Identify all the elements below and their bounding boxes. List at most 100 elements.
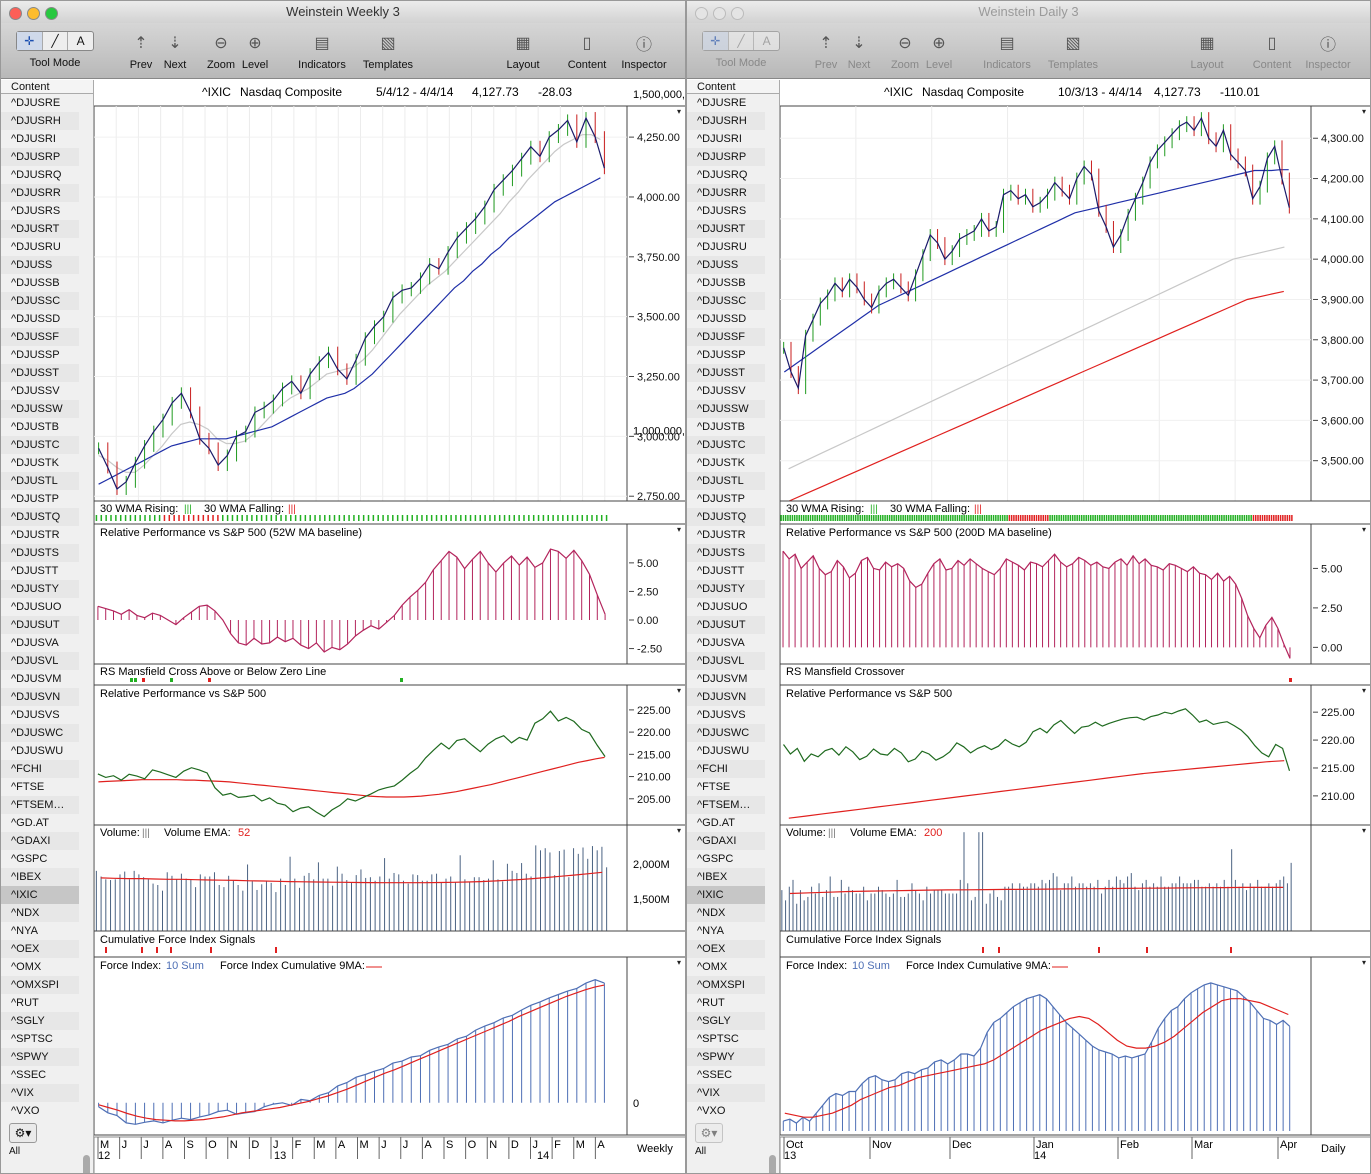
list-item[interactable]: ^DJUSTL <box>687 472 765 490</box>
list-item[interactable]: ^OEX <box>1 940 79 958</box>
content-button[interactable]: ▯ Content <box>561 31 613 71</box>
layout-button[interactable]: ▦ Layout <box>497 31 549 71</box>
list-item[interactable]: ^DJUSUT <box>1 616 79 634</box>
list-item[interactable]: ^DJUSVL <box>1 652 79 670</box>
list-item[interactable]: ^DJUSVA <box>11 637 59 649</box>
list-item[interactable]: ^DJUSTR <box>11 529 60 541</box>
minimize-button[interactable] <box>27 7 40 20</box>
list-item[interactable]: ^DJUSRS <box>11 205 61 217</box>
list-item[interactable]: ^OMXSPI <box>1 976 79 994</box>
list-item[interactable]: ^NYA <box>11 925 38 937</box>
list-item[interactable]: ^DJUSTY <box>1 580 79 598</box>
text-tool-icon[interactable]: A <box>762 34 771 48</box>
line-draw-icon[interactable]: ╱ <box>729 32 755 50</box>
list-item[interactable]: ^DJUSRH <box>687 112 765 130</box>
list-item[interactable]: ^DJUSVN <box>687 688 765 706</box>
list-item[interactable]: ^DJUSSV <box>11 385 60 397</box>
list-item[interactable]: ^SGLY <box>1 1012 79 1030</box>
title-bar[interactable]: Weinstein Weekly 3 <box>1 1 685 23</box>
tool-mode-control[interactable]: ✛ ╱ A Tool Mode <box>15 31 95 69</box>
list-item[interactable]: ^OMXSPI <box>687 976 765 994</box>
list-item[interactable]: ^DJUSUO <box>697 601 748 613</box>
list-item[interactable]: ^GD.AT <box>697 817 735 829</box>
zoom-button[interactable] <box>45 7 58 20</box>
list-item[interactable]: ^OMX <box>697 961 728 973</box>
list-item[interactable]: ^DJUSVN <box>1 688 79 706</box>
next-button[interactable]: ⇣ Next <box>153 31 197 71</box>
list-item[interactable]: ^FTSEM… <box>687 796 765 814</box>
list-item[interactable]: ^SPTSC <box>697 1033 739 1045</box>
list-item[interactable]: ^DJUSS <box>687 256 765 274</box>
list-item[interactable]: ^OMX <box>11 961 42 973</box>
list-item[interactable]: ^DJUSWU <box>11 745 64 757</box>
list-item[interactable]: ^DJUSRI <box>11 133 56 145</box>
inspector-button[interactable]: ⓘ Inspector <box>1300 31 1356 71</box>
list-item[interactable]: ^DJUSTT <box>697 565 745 577</box>
list-item[interactable]: ^DJUSRU <box>11 241 61 253</box>
title-bar[interactable]: Weinstein Daily 3 <box>687 1 1370 23</box>
close-button[interactable] <box>9 7 22 20</box>
list-item[interactable]: ^GDAXI <box>687 832 765 850</box>
next-button[interactable]: ⇣ Next <box>837 31 881 71</box>
list-item[interactable]: ^DJUSST <box>687 364 765 382</box>
line-draw-icon[interactable]: ╱ <box>43 32 69 50</box>
list-item[interactable]: ^DJUSSC <box>1 292 79 310</box>
weekly-chart-svg[interactable]: ^IXIC Nasdaq Composite 5/4/12 - 4/4/14 4,12… <box>93 80 686 1174</box>
close-button[interactable] <box>695 7 708 20</box>
list-item[interactable]: ^DJUSVS <box>697 709 746 721</box>
layout-button[interactable]: ▦ Layout <box>1181 31 1233 71</box>
list-item[interactable]: ^NYA <box>697 925 724 937</box>
crosshair-icon[interactable]: ✛ <box>703 32 729 50</box>
list-item[interactable]: ^DJUSVS <box>11 709 60 721</box>
templates-button[interactable]: ▧ Templates <box>355 31 421 71</box>
list-item[interactable]: ^DJUSTK <box>697 457 745 469</box>
list-item[interactable]: ^DJUSRI <box>697 133 742 145</box>
level-button[interactable]: ⊕ Level <box>917 31 961 71</box>
list-item[interactable]: ^VIX <box>1 1084 79 1102</box>
list-item[interactable]: ^SGLY <box>687 1012 765 1030</box>
list-item[interactable]: ^DJUSVM <box>11 673 62 685</box>
list-item[interactable]: ^DJUSTB <box>11 421 59 433</box>
list-item[interactable]: ^DJUSTR <box>697 529 746 541</box>
crosshair-icon[interactable]: ✛ <box>17 32 43 50</box>
list-item[interactable]: ^FTSE <box>11 781 45 793</box>
list-item[interactable]: ^VXO <box>697 1105 726 1117</box>
list-item[interactable]: ^OEX <box>687 940 765 958</box>
list-item[interactable]: ^DJUSTP <box>697 493 745 505</box>
list-item[interactable]: ^DJUSTC <box>687 436 765 454</box>
gear-menu-button[interactable]: ⚙▾ <box>9 1123 37 1143</box>
templates-button[interactable]: ▧ Templates <box>1040 31 1106 71</box>
list-item[interactable]: ^DJUSRH <box>1 112 79 130</box>
tool-mode-control[interactable]: ✛ ╱ A Tool Mode <box>701 31 781 69</box>
list-item[interactable]: ^DJUSTK <box>11 457 59 469</box>
sidebar-scrollbar[interactable] <box>83 1155 90 1173</box>
prev-button[interactable]: ⇡ Prev <box>804 31 848 71</box>
list-item[interactable]: ^FTSEM… <box>1 796 79 814</box>
list-item[interactable]: ^DJUSTL <box>1 472 79 490</box>
list-item[interactable]: ^DJUSRT <box>1 220 79 238</box>
list-item[interactable]: ^GSPC <box>11 853 48 865</box>
list-item[interactable]: ^DJUSTQ <box>1 508 79 526</box>
list-item[interactable]: ^DJUSSB <box>697 277 746 289</box>
content-button[interactable]: ▯ Content <box>1246 31 1298 71</box>
list-item[interactable]: ^SSEC <box>11 1069 47 1081</box>
tool-mode-segmented[interactable]: ✛ ╱ A <box>702 31 780 51</box>
list-item[interactable]: ^DJUSVA <box>697 637 745 649</box>
minimize-button[interactable] <box>713 7 726 20</box>
list-item[interactable]: ^DJUSSD <box>697 313 747 325</box>
list-item[interactable]: ^GSPC <box>697 853 734 865</box>
list-item[interactable]: ^DJUSUO <box>11 601 62 613</box>
list-item[interactable]: ^DJUSTT <box>11 565 59 577</box>
list-item[interactable]: ^DJUSRU <box>697 241 747 253</box>
list-item[interactable]: ^SPWY <box>687 1048 765 1066</box>
list-item[interactable]: ^DJUSRR <box>687 184 765 202</box>
list-item[interactable]: ^DJUSS <box>1 256 79 274</box>
list-item[interactable]: ^GD.AT <box>11 817 49 829</box>
indicators-button[interactable]: ▤ Indicators <box>974 31 1040 71</box>
tool-mode-segmented[interactable]: ✛ ╱ A <box>16 31 94 51</box>
list-item[interactable]: ^DJUSRQ <box>11 169 62 181</box>
list-item[interactable]: ^DJUSTS <box>687 544 765 562</box>
list-item[interactable]: ^DJUSRQ <box>697 169 748 181</box>
list-item[interactable]: ^FCHI <box>687 760 765 778</box>
sidebar-header[interactable]: Content <box>1 80 93 94</box>
